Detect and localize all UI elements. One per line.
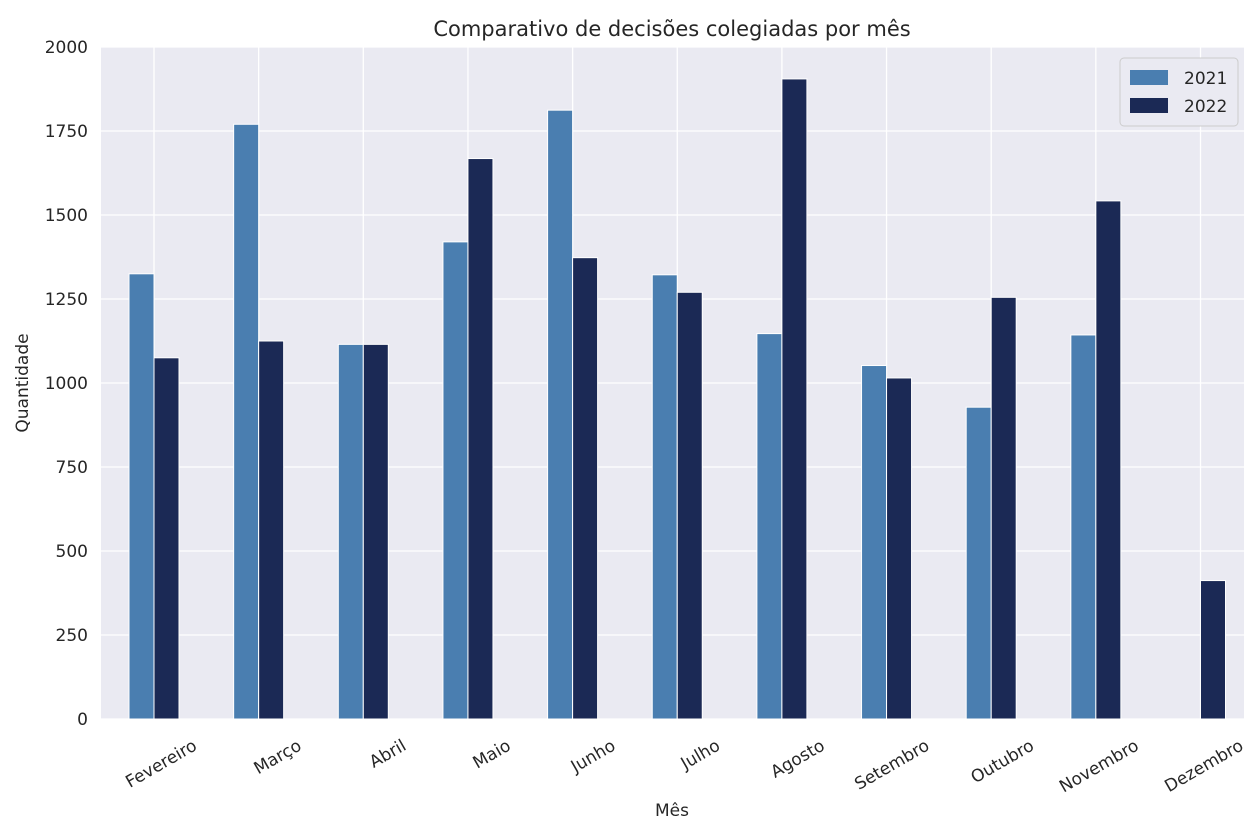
- bar-2022-agosto: [781, 78, 808, 720]
- bar-2022-dezembro: [1200, 580, 1226, 720]
- y-tick-label: 2000: [45, 38, 88, 58]
- bar-2022-junho: [572, 257, 599, 720]
- bar-2021-março: [233, 123, 260, 720]
- bar-2021-outubro: [965, 406, 992, 720]
- y-tick-label: 1750: [45, 122, 88, 142]
- bar-2022-abril: [362, 343, 389, 720]
- legend: 2021 2022: [1119, 57, 1239, 127]
- x-tick-label: Março: [251, 736, 306, 779]
- x-axis-label: Mês: [655, 801, 689, 821]
- y-tick-label: 250: [56, 626, 88, 646]
- bar-2021-abril: [337, 343, 364, 720]
- bar-2021-setembro: [861, 365, 888, 720]
- x-tick-label: Outubro: [968, 736, 1038, 788]
- x-axis-ticks: Fevereiro Março Abril Maio Junho Julho Agosto S…: [122, 736, 1244, 797]
- y-axis-label: Quantidade: [13, 333, 33, 432]
- x-tick-label: Agosto: [768, 736, 829, 783]
- bar-2021-junho: [547, 109, 574, 720]
- legend-swatch-2021: [1130, 70, 1168, 85]
- bar-2021-agosto: [756, 333, 783, 720]
- bar-2022-julho: [676, 291, 703, 720]
- bar-2021-fevereiro: [128, 273, 155, 720]
- y-tick-label: 0: [77, 710, 88, 730]
- bar-2021-maio: [442, 241, 469, 720]
- y-tick-label: 1500: [45, 206, 88, 226]
- y-tick-label: 500: [56, 542, 88, 562]
- y-axis-ticks: 0 250 500 750 1000 1250 1500 1750 2000: [45, 38, 88, 730]
- y-tick-label: 1250: [45, 290, 88, 310]
- x-tick-label: Abril: [366, 736, 410, 773]
- bars-group: [128, 78, 1226, 720]
- legend-swatch-2022: [1130, 98, 1168, 113]
- bar-2022-outubro: [990, 296, 1017, 720]
- x-tick-label: Julho: [677, 736, 724, 775]
- y-tick-label: 750: [56, 458, 88, 478]
- bar-2022-maio: [467, 158, 494, 720]
- x-tick-label: Novembro: [1056, 736, 1142, 797]
- bar-2022-março: [258, 340, 285, 720]
- x-tick-label: Setembro: [851, 736, 933, 795]
- x-tick-label: Junho: [567, 736, 619, 778]
- bar-2022-novembro: [1095, 200, 1122, 720]
- bar-2021-julho: [651, 274, 678, 720]
- legend-label-2022: 2022: [1184, 97, 1227, 117]
- x-tick-label: Dezembro: [1161, 736, 1244, 797]
- bar-2022-fevereiro: [153, 357, 180, 720]
- y-tick-label: 1000: [45, 374, 88, 394]
- legend-label-2021: 2021: [1184, 69, 1227, 89]
- bar-2021-novembro: [1070, 334, 1097, 720]
- chart-title: Comparativo de decisões colegiadas por m…: [433, 17, 910, 41]
- x-tick-label: Fevereiro: [122, 736, 200, 793]
- x-tick-label: Maio: [470, 736, 515, 773]
- bar-2022-setembro: [886, 377, 913, 720]
